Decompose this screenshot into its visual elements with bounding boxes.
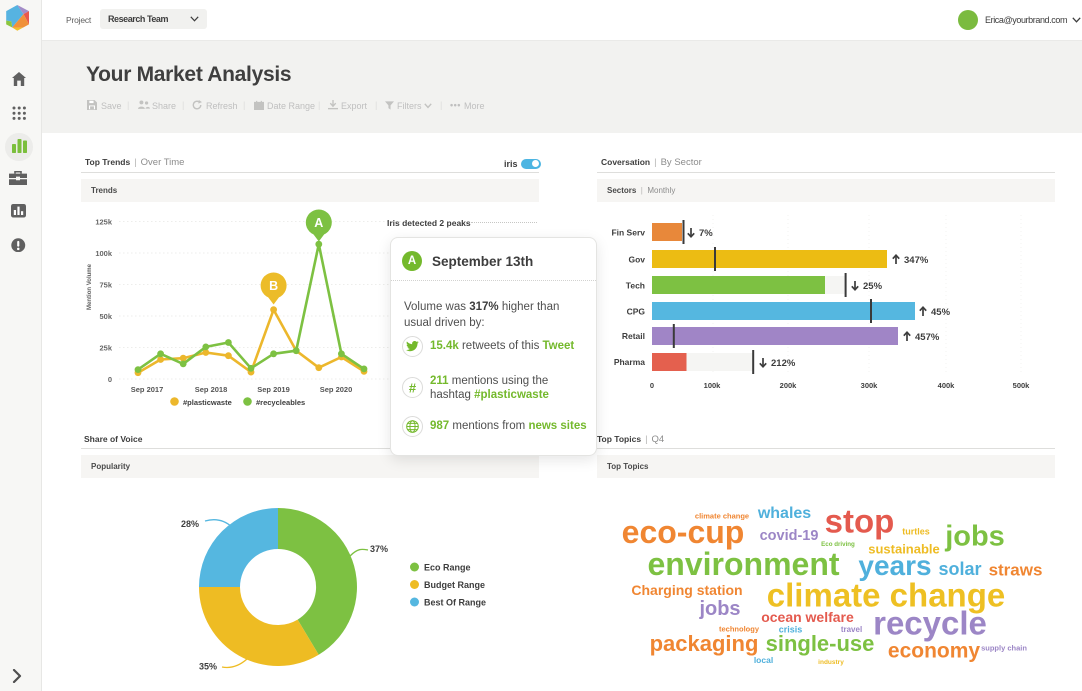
svg-text:Sep 2018: Sep 2018 [195, 385, 228, 394]
svg-text:500k: 500k [1013, 381, 1031, 390]
svg-text:Sep 2019: Sep 2019 [257, 385, 290, 394]
svg-text:Best Of Range: Best Of Range [424, 598, 486, 608]
svg-text:Tech: Tech [626, 281, 645, 291]
svg-text:0: 0 [650, 381, 654, 390]
svg-text:457%: 457% [915, 332, 940, 343]
svg-text:Mention Volume: Mention Volume [87, 263, 93, 310]
svg-text:Fin Serv: Fin Serv [611, 228, 645, 238]
svg-text:Eco Range: Eco Range [424, 563, 471, 573]
svg-text:25k: 25k [99, 344, 112, 353]
svg-text:347%: 347% [904, 255, 929, 266]
svg-text:37%: 37% [370, 544, 388, 554]
svg-text:7%: 7% [699, 228, 713, 239]
svg-text:#recycleables: #recycleables [256, 398, 305, 407]
svg-text:#plasticwaste: #plasticwaste [183, 398, 232, 407]
svg-text:300k: 300k [861, 381, 879, 390]
svg-text:Budget Range: Budget Range [424, 580, 485, 590]
svg-text:Sep 2020: Sep 2020 [320, 385, 353, 394]
svg-text:100k: 100k [95, 249, 113, 258]
svg-text:212%: 212% [771, 358, 796, 369]
svg-text:400k: 400k [938, 381, 956, 390]
svg-text:100k: 100k [704, 381, 722, 390]
svg-text:125k: 125k [95, 218, 113, 227]
svg-text:25%: 25% [863, 281, 883, 292]
svg-text:45%: 45% [931, 307, 951, 318]
svg-text:35%: 35% [199, 662, 217, 672]
svg-text:Pharma: Pharma [614, 357, 645, 367]
svg-text:Sep 2017: Sep 2017 [131, 385, 164, 394]
svg-text:0: 0 [108, 375, 112, 384]
svg-text:B: B [269, 279, 278, 293]
svg-text:28%: 28% [181, 519, 199, 529]
svg-text:75k: 75k [99, 281, 112, 290]
svg-text:Gov: Gov [628, 255, 645, 265]
svg-text:Retail: Retail [622, 331, 645, 341]
svg-text:50k: 50k [99, 312, 112, 321]
svg-text:A: A [314, 216, 323, 230]
svg-text:CPG: CPG [627, 307, 646, 317]
svg-text:200k: 200k [780, 381, 798, 390]
